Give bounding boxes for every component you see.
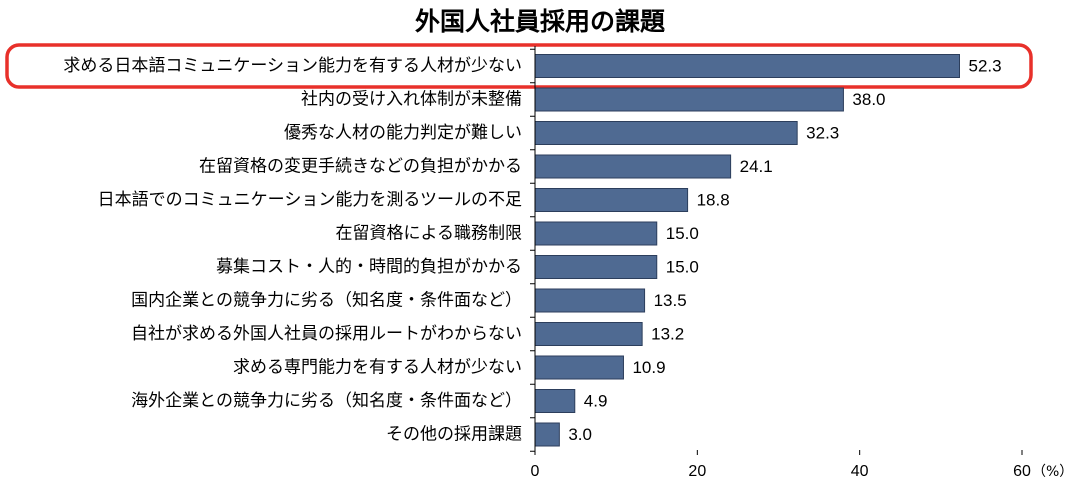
category-label: その他の採用課題 <box>386 425 522 445</box>
value-label: 15.0 <box>666 224 699 243</box>
category-label: 募集コスト・人的・時間的負担がかかる <box>216 257 522 277</box>
highlight-box <box>5 43 1033 89</box>
bar <box>534 121 798 145</box>
bars-layer <box>534 54 961 447</box>
value-label: 13.2 <box>651 325 684 344</box>
bar <box>534 54 961 78</box>
value-label: 13.5 <box>654 291 687 310</box>
labels-layer: 求める日本語コミュニケーション能力を有する人材が少ない 52.3 社内の受け入れ体制… <box>63 56 1001 445</box>
bar <box>534 87 844 112</box>
x-tick-label: 60 <box>1013 463 1031 480</box>
value-label: 38.0 <box>852 90 885 109</box>
value-label: 32.3 <box>806 124 839 143</box>
category-label: 求める日本語コミュニケーション能力を有する人材が少ない <box>63 56 522 76</box>
bar <box>534 389 576 413</box>
bar <box>534 188 689 212</box>
category-label: 自社が求める外国人社員の採用ルートがわからない <box>131 324 522 344</box>
x-tick-label: 40 <box>851 463 869 480</box>
bar <box>534 288 646 313</box>
x-unit-label: （%） <box>1032 464 1073 480</box>
category-label: 求める専門能力を有する人材が少ない <box>233 358 522 378</box>
value-label: 52.3 <box>969 57 1002 76</box>
bar <box>534 255 658 279</box>
value-label: 15.0 <box>666 258 699 277</box>
x-tick-label: 0 <box>531 463 540 480</box>
category-label: 海外企業との競争力に劣る（知名度・条件面など） <box>131 391 522 411</box>
bar <box>534 355 624 380</box>
value-label: 3.0 <box>568 425 592 444</box>
value-label: 18.8 <box>697 191 730 210</box>
category-label: 優秀な人材の能力判定が難しい <box>284 123 522 143</box>
x-tick-label: 20 <box>688 463 706 480</box>
value-label: 10.9 <box>632 358 665 377</box>
category-label: 在留資格の変更手続きなどの負担がかかる <box>199 157 522 177</box>
bar <box>534 322 643 346</box>
bar <box>534 221 658 246</box>
category-label: 国内企業との競争力に劣る（知名度・条件面など） <box>131 291 522 311</box>
category-label: 社内の受け入れ体制が未整備 <box>301 90 522 110</box>
bar <box>534 154 732 179</box>
highlight-layer <box>5 43 1033 89</box>
bar <box>534 422 560 447</box>
value-label: 24.1 <box>740 157 773 176</box>
chart-title: 外国人社員採用の課題 <box>414 7 665 36</box>
axis-layer: 0 20 40 60 （%） <box>530 46 1073 480</box>
category-label: 在留資格による職務制限 <box>336 224 523 244</box>
value-label: 4.9 <box>584 392 608 411</box>
category-label: 日本語でのコミュニケーション能力を測るツールの不足 <box>98 190 522 210</box>
